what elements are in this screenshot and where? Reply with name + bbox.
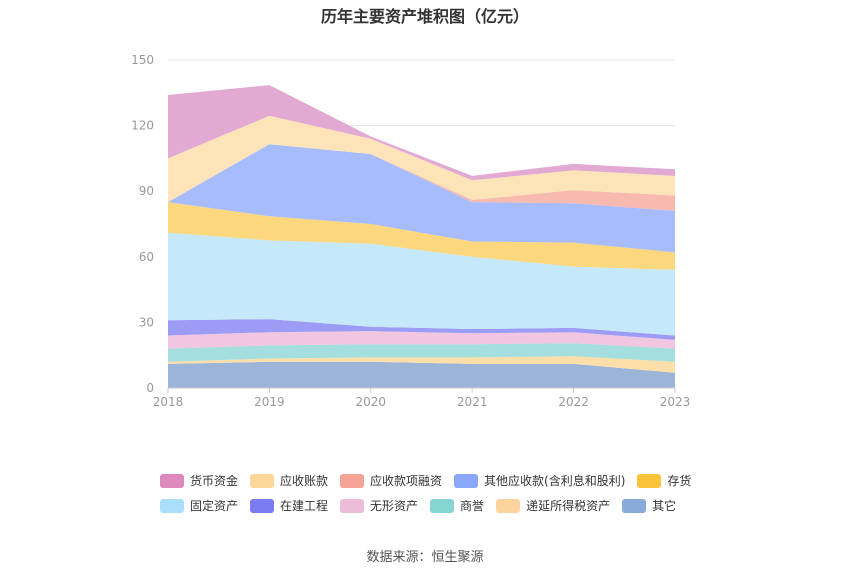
- legend-item[interactable]: 货币资金: [160, 472, 238, 489]
- area-series-layer: [168, 85, 675, 388]
- area-series[interactable]: [168, 331, 675, 349]
- x-tick-label: 2018: [153, 395, 184, 409]
- area-series[interactable]: [168, 232, 675, 336]
- legend-swatch: [160, 473, 184, 488]
- legend-item[interactable]: 存货: [637, 472, 691, 489]
- x-tick-label: 2023: [660, 395, 691, 409]
- legend-label: 应收账款: [280, 474, 329, 488]
- legend-item[interactable]: 其他应收款(含利息和股利): [454, 472, 625, 489]
- x-tick-label: 2021: [457, 395, 488, 409]
- area-series[interactable]: [168, 319, 675, 340]
- legend-label: 固定资产: [190, 499, 239, 513]
- legend: 货币资金 应收账款 应收款项融资 其他应收款(含利息和股利) 存货 固定资产 在…: [160, 468, 700, 518]
- legend-item[interactable]: 其它: [622, 497, 676, 514]
- area-series[interactable]: [168, 144, 675, 211]
- legend-item[interactable]: 在建工程: [250, 497, 328, 514]
- legend-swatch: [430, 498, 455, 513]
- y-tick-label: 90: [139, 184, 154, 198]
- y-tick-label: 60: [139, 250, 154, 264]
- legend-swatch: [340, 498, 365, 513]
- legend-label: 其它: [652, 499, 677, 513]
- legend-label: 在建工程: [280, 499, 329, 513]
- legend-swatch: [454, 473, 479, 488]
- legend-item[interactable]: 应收账款: [250, 472, 328, 489]
- area-series[interactable]: [168, 115, 675, 203]
- legend-item[interactable]: 商誉: [430, 497, 484, 514]
- y-tick-label: 30: [139, 315, 154, 329]
- stacked-area-chart: 0 30 60 90 120 150 2018 2019 2020 2021 2022 2023: [131, 53, 690, 409]
- legend-swatch: [250, 473, 275, 488]
- legend-swatch: [250, 498, 275, 513]
- legend-label: 无形资产: [370, 499, 419, 513]
- y-tick-label: 0: [146, 381, 154, 395]
- legend-label: 货币资金: [190, 474, 239, 488]
- legend-label: 递延所得税资产: [526, 499, 611, 513]
- legend-swatch: [496, 498, 521, 513]
- chart-title: 历年主要资产堆积图（亿元）: [320, 7, 529, 26]
- legend-label: 应收款项融资: [370, 474, 443, 488]
- legend-item[interactable]: 应收款项融资: [340, 472, 442, 489]
- legend-label: 商誉: [460, 499, 485, 513]
- area-series[interactable]: [168, 144, 675, 253]
- legend-swatch: [622, 498, 647, 513]
- legend-row-1: 货币资金 应收账款 应收款项融资 其他应收款(含利息和股利) 存货: [160, 468, 700, 493]
- legend-item[interactable]: 递延所得税资产: [496, 497, 610, 514]
- legend-swatch: [160, 498, 184, 513]
- area-series[interactable]: [168, 343, 675, 362]
- legend-label: 其他应收款(含利息和股利): [484, 474, 626, 488]
- legend-swatch: [340, 473, 365, 488]
- source-note: 数据来源：恒生聚源: [366, 550, 484, 565]
- legend-item[interactable]: 无形资产: [340, 497, 418, 514]
- area-series[interactable]: [168, 85, 675, 181]
- legend-row-2: 固定资产 在建工程 无形资产 商誉 递延所得税资产 其它: [160, 493, 700, 518]
- legend-item[interactable]: 固定资产: [160, 497, 238, 514]
- area-series[interactable]: [168, 202, 675, 270]
- area-series[interactable]: [168, 356, 675, 373]
- legend-label: 存货: [667, 474, 692, 488]
- legend-swatch: [637, 473, 662, 488]
- y-tick-label: 150: [131, 53, 154, 67]
- y-tick-label: 120: [131, 119, 154, 133]
- axes: 0 30 60 90 120 150 2018 2019 2020 2021 2022 2023: [131, 53, 690, 409]
- x-tick-label: 2022: [558, 395, 589, 409]
- area-series[interactable]: [168, 361, 675, 388]
- x-tick-label: 2020: [356, 395, 387, 409]
- x-tick-label: 2019: [254, 395, 285, 409]
